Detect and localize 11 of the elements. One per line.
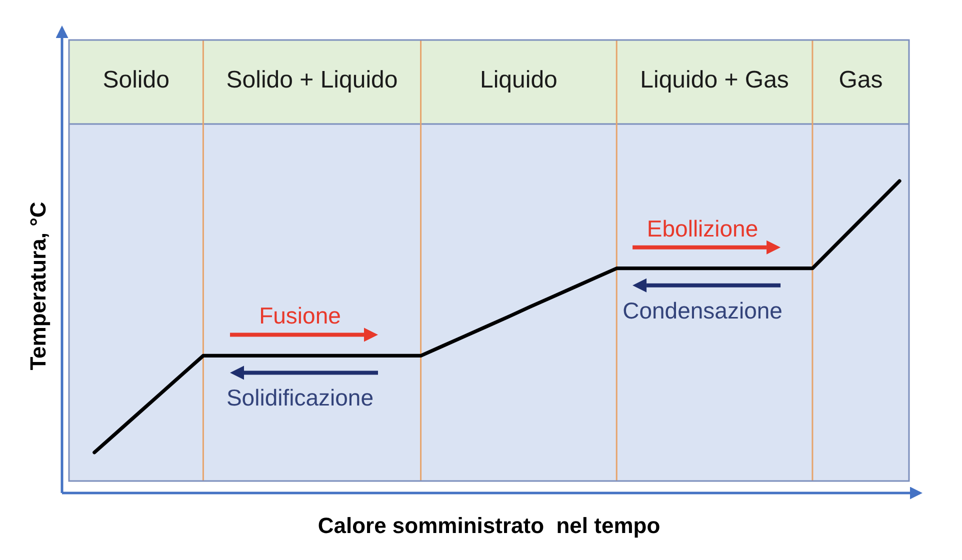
annotation: Condensazione (622, 297, 782, 324)
annotation: Solidificazione (226, 384, 374, 411)
text: Liquido (480, 66, 558, 94)
text: Solido + Liquido (226, 66, 398, 94)
y-axis-title: Temperatura, °C (26, 202, 50, 370)
x-axis-title: Calore somministrato nel tempo (318, 513, 660, 538)
text: Solido (102, 66, 170, 94)
annotation: Fusione (259, 302, 341, 329)
text: Liquido + Gas (640, 66, 789, 94)
annotation: Ebollizione (646, 215, 758, 242)
text: Gas (838, 66, 883, 94)
